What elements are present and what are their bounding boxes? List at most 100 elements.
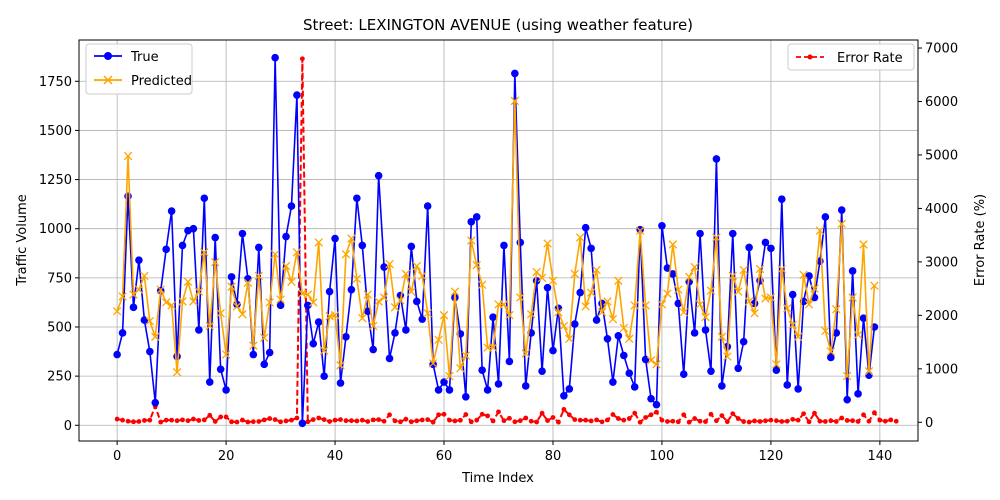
data-point-predicted <box>379 293 389 302</box>
data-point-true <box>630 383 639 391</box>
data-point-predicted <box>314 238 323 247</box>
data-point-error-rate <box>408 419 414 425</box>
legend-left: True Predicted <box>85 43 193 95</box>
data-point-predicted <box>407 287 416 296</box>
data-point-true <box>603 334 612 343</box>
data-point-error-rate <box>534 419 540 425</box>
data-point-error-rate <box>403 416 409 422</box>
data-point-predicted <box>723 352 732 361</box>
data-point-predicted <box>614 276 623 286</box>
data-point-predicted <box>799 270 808 280</box>
data-point-error-rate <box>828 418 834 424</box>
y-tick-label: 250 <box>47 370 72 385</box>
data-point-true <box>146 347 154 356</box>
data-point-true <box>739 337 748 346</box>
data-point-error-rate <box>822 419 828 424</box>
data-point-true <box>788 290 797 299</box>
data-point-true <box>570 320 579 328</box>
data-point-predicted <box>706 286 716 295</box>
data-point-error-rate <box>125 418 131 424</box>
data-point-predicted <box>859 240 868 249</box>
y2-tick-label: 4000 <box>925 202 958 217</box>
data-point-predicted <box>450 287 460 296</box>
data-point-error-rate <box>801 411 806 417</box>
data-point-predicted <box>194 287 204 296</box>
data-point-error-rate <box>305 419 311 425</box>
data-point-error-rate <box>180 417 185 423</box>
data-point-true <box>560 391 568 400</box>
data-point-true <box>124 192 132 201</box>
y2-tick-label: 7000 <box>925 42 958 57</box>
legend-label-predicted: Predicted <box>131 74 192 89</box>
data-point-error-rate <box>256 419 262 424</box>
data-point-predicted <box>276 295 285 304</box>
data-point-predicted <box>870 281 879 290</box>
data-point-error-rate <box>479 411 485 417</box>
data-point-predicted <box>330 310 340 320</box>
data-point-error-rate <box>294 415 300 421</box>
data-point-error-rate <box>882 418 888 424</box>
data-point-error-rate <box>174 418 180 424</box>
y-tick-label: 1000 <box>39 222 72 237</box>
data-point-true <box>647 394 655 403</box>
data-point-predicted <box>804 300 814 309</box>
y2-tick-label: 1000 <box>925 362 958 377</box>
data-point-true <box>767 244 775 253</box>
data-point-error-rate <box>528 418 534 424</box>
data-point-error-rate <box>763 418 768 424</box>
data-point-error-rate <box>316 415 322 421</box>
data-point-error-rate <box>381 418 387 424</box>
data-point-true <box>445 386 454 394</box>
data-point-error-rate <box>240 417 245 423</box>
data-point-true <box>287 202 296 210</box>
data-point-error-rate <box>741 419 747 424</box>
series-line-predicted <box>116 100 876 377</box>
data-point-error-rate <box>131 419 136 425</box>
y-tick-label: 1750 <box>39 75 72 90</box>
data-point-true <box>489 313 497 321</box>
data-point-predicted <box>619 323 629 333</box>
data-point-true <box>701 326 710 334</box>
data-point-error-rate <box>447 417 452 423</box>
data-point-error-rate <box>850 418 856 424</box>
data-point-true <box>167 207 176 215</box>
data-point-predicted <box>554 307 563 317</box>
data-point-predicted <box>167 301 176 310</box>
legend-right-box <box>787 43 915 71</box>
data-point-predicted <box>238 309 247 319</box>
x-tick-label: 100 <box>650 449 675 464</box>
data-point-error-rate <box>218 414 224 420</box>
data-point-true <box>342 333 350 341</box>
data-point-error-rate <box>566 412 572 418</box>
data-point-error-rate <box>392 418 398 424</box>
data-point-true <box>135 256 143 264</box>
data-point-true <box>353 194 361 203</box>
data-point-true <box>690 329 699 337</box>
data-point-true <box>244 275 252 283</box>
data-point-error-rate <box>234 419 240 425</box>
data-point-true <box>620 351 628 360</box>
data-point-true <box>293 91 301 99</box>
data-point-predicted <box>510 96 520 106</box>
data-point-predicted <box>423 308 432 318</box>
data-point-predicted <box>434 335 443 345</box>
data-point-error-rate <box>327 419 333 424</box>
data-point-true <box>407 242 416 251</box>
data-point-true <box>565 385 574 393</box>
data-point-predicted <box>733 287 743 296</box>
data-point-error-rate <box>681 412 687 418</box>
data-point-true <box>696 229 704 238</box>
data-point-true <box>320 372 328 380</box>
data-point-predicted <box>772 360 781 369</box>
x-axis-title: Time Index <box>461 471 534 486</box>
data-point-error-rate <box>686 419 692 425</box>
data-point-error-rate <box>626 416 632 421</box>
data-point-true <box>777 195 786 204</box>
data-point-true <box>516 238 525 247</box>
data-point-predicted <box>232 302 242 311</box>
data-point-true <box>832 329 841 337</box>
data-point-true <box>478 366 486 375</box>
series-error-rate <box>114 56 899 425</box>
data-point-true <box>865 371 873 379</box>
data-point-error-rate <box>332 417 338 423</box>
